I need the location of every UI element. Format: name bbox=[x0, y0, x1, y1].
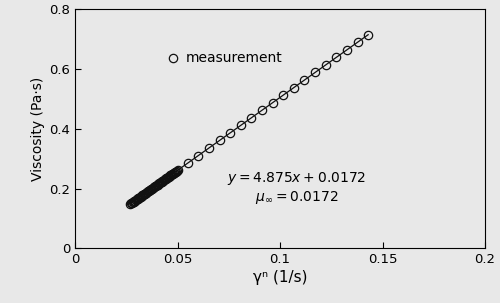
Y-axis label: Viscosity (Pa·s): Viscosity (Pa·s) bbox=[31, 77, 45, 181]
Text: $y = 4.875x + 0.0172$: $y = 4.875x + 0.0172$ bbox=[227, 170, 366, 187]
X-axis label: γⁿ (1/s): γⁿ (1/s) bbox=[253, 271, 307, 285]
Text: $\mu_{\infty}=0.0172$: $\mu_{\infty}=0.0172$ bbox=[254, 189, 338, 206]
Text: measurement: measurement bbox=[186, 52, 282, 65]
